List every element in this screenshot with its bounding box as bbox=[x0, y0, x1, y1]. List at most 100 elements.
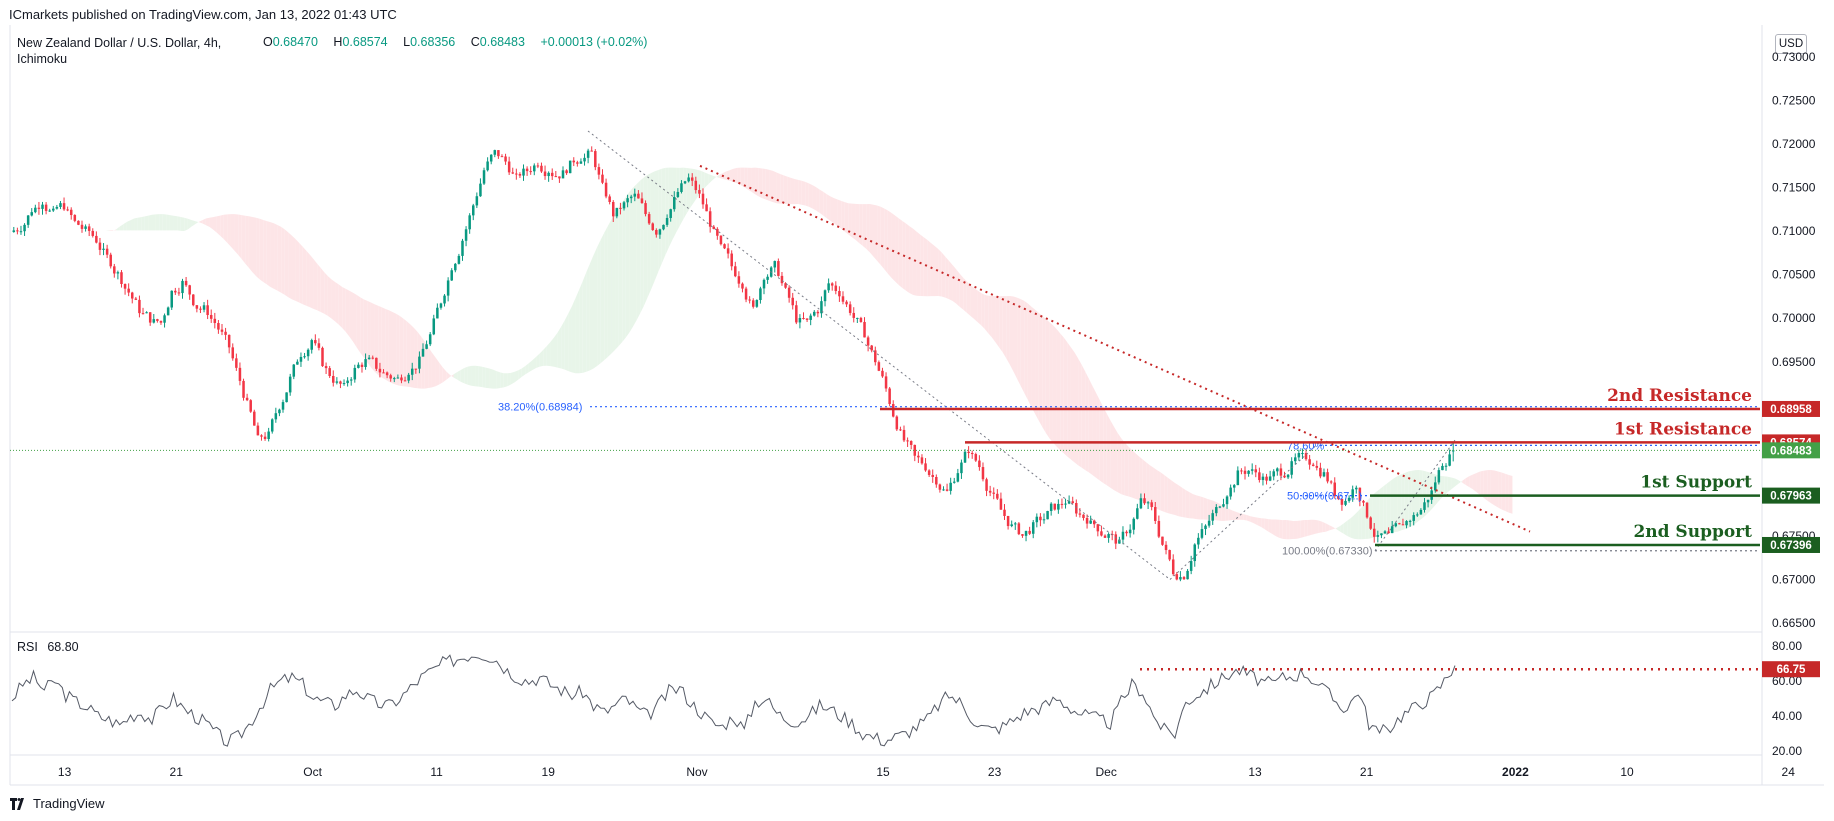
candle-body bbox=[1258, 472, 1261, 481]
candle-body bbox=[615, 207, 619, 217]
candle-body bbox=[152, 319, 156, 323]
ichimoku-cloud-segment bbox=[493, 369, 497, 389]
candle-body bbox=[1441, 465, 1444, 471]
candle-body bbox=[242, 380, 245, 398]
candle-body bbox=[134, 298, 138, 300]
low-key: L bbox=[403, 35, 411, 49]
candle-body bbox=[62, 203, 66, 210]
ichimoku-cloud-segment bbox=[406, 321, 411, 388]
last-price-tag-text: 0.68483 bbox=[1770, 445, 1812, 457]
candle-body bbox=[938, 484, 942, 490]
currency-badge[interactable]: USD bbox=[1775, 34, 1807, 54]
candle-body bbox=[759, 288, 762, 301]
time-tick-label: 21 bbox=[1360, 765, 1374, 779]
candle-body bbox=[120, 272, 123, 284]
ichimoku-cloud-segment bbox=[1200, 496, 1204, 520]
candle-body bbox=[1082, 514, 1085, 518]
candle-body bbox=[148, 312, 152, 323]
candle-body bbox=[974, 454, 978, 461]
candle-body bbox=[583, 157, 586, 162]
ichimoku-cloud-segment bbox=[963, 277, 967, 313]
ichimoku-cloud-segment bbox=[123, 221, 127, 231]
candle-body bbox=[486, 161, 489, 171]
candle-body bbox=[339, 381, 342, 384]
candle-body bbox=[181, 280, 184, 294]
rsi-tick-label: 80.00 bbox=[1772, 639, 1802, 653]
candle-body bbox=[891, 404, 895, 417]
ichimoku-cloud-segment bbox=[564, 313, 569, 372]
candle-body bbox=[1024, 530, 1028, 536]
ichimoku-cloud-segment bbox=[256, 217, 260, 280]
candle-body bbox=[1046, 511, 1049, 520]
ichimoku-cloud-segment bbox=[898, 218, 903, 288]
ichimoku-cloud-segment bbox=[327, 276, 332, 319]
candle-body bbox=[1448, 454, 1451, 466]
ichimoku-cloud-segment bbox=[385, 308, 389, 382]
candle-body bbox=[708, 211, 712, 227]
ichimoku-cloud-segment bbox=[234, 214, 239, 255]
ichimoku-cloud-segment bbox=[169, 215, 174, 231]
ichimoku-cloud-segment bbox=[374, 304, 379, 375]
candle-body bbox=[439, 303, 443, 308]
symbol-title[interactable]: New Zealand Dollar / U.S. Dollar, 4h, Ic… bbox=[17, 35, 221, 67]
candle-body bbox=[238, 367, 242, 381]
ichimoku-cloud-segment bbox=[1031, 306, 1036, 414]
ichimoku-cloud-segment bbox=[837, 199, 842, 229]
candle-body bbox=[680, 183, 683, 192]
ichimoku-cloud-segment bbox=[550, 337, 555, 367]
ichimoku-cloud-segment bbox=[1042, 315, 1046, 433]
ichimoku-cloud-segment bbox=[1447, 476, 1452, 492]
candle-body bbox=[1157, 520, 1161, 537]
candle-body bbox=[1254, 469, 1258, 473]
candle-body bbox=[130, 292, 134, 299]
ichimoku-cloud-segment bbox=[679, 167, 684, 226]
ichimoku-cloud-segment bbox=[1494, 470, 1499, 508]
candle-body bbox=[30, 212, 33, 216]
ichimoku-cloud-segment bbox=[306, 250, 310, 308]
ichimoku-cloud-segment bbox=[532, 356, 537, 370]
ichimoku-cloud-segment bbox=[1035, 309, 1039, 421]
ichimoku-cloud-segment bbox=[1017, 297, 1021, 386]
ichimoku-cloud-segment bbox=[252, 216, 257, 277]
candle-body bbox=[1168, 550, 1171, 560]
ichimoku-cloud-segment bbox=[729, 168, 734, 182]
candle-body bbox=[281, 402, 285, 410]
candle-body bbox=[231, 347, 235, 359]
fib-level-label: 50.00%(0.67...) bbox=[1287, 491, 1362, 503]
candle-body bbox=[217, 323, 220, 330]
candle-body bbox=[647, 214, 651, 224]
candle-body bbox=[1437, 470, 1441, 483]
ichimoku-cloud-segment bbox=[126, 220, 131, 231]
ichimoku-cloud-segment bbox=[1393, 476, 1398, 533]
candle-body bbox=[565, 170, 568, 174]
tradingview-brand[interactable]: TradingView bbox=[10, 796, 105, 811]
candle-body bbox=[1333, 482, 1337, 497]
ichimoku-cloud-segment bbox=[1027, 303, 1032, 407]
candle-body bbox=[1272, 471, 1275, 477]
close-value: 0.68483 bbox=[479, 35, 525, 49]
candle-body bbox=[1380, 533, 1383, 536]
candle-body bbox=[1372, 528, 1376, 537]
ichimoku-cloud-segment bbox=[1203, 497, 1208, 520]
candle-body bbox=[970, 453, 974, 455]
candle-body bbox=[568, 160, 572, 174]
candle-body bbox=[166, 307, 170, 316]
ichimoku-cloud-segment bbox=[1293, 520, 1298, 540]
ichimoku-cloud-segment bbox=[1045, 318, 1050, 439]
candle-body bbox=[852, 312, 856, 318]
candle-body bbox=[888, 388, 891, 405]
candle-body bbox=[848, 304, 852, 313]
ichimoku-cloud-segment bbox=[313, 259, 318, 311]
ichimoku-cloud-segment bbox=[187, 218, 192, 230]
candle-body bbox=[1215, 507, 1218, 514]
time-tick-label: 13 bbox=[58, 765, 72, 779]
ichimoku-cloud-segment bbox=[370, 302, 375, 372]
candle-body bbox=[802, 317, 805, 319]
candle-body bbox=[1003, 509, 1006, 516]
candle-body bbox=[353, 367, 357, 380]
candle-body bbox=[1182, 577, 1186, 580]
ichimoku-cloud-segment bbox=[765, 168, 770, 201]
candle-body bbox=[410, 368, 414, 375]
ichimoku-cloud-segment bbox=[525, 363, 529, 375]
